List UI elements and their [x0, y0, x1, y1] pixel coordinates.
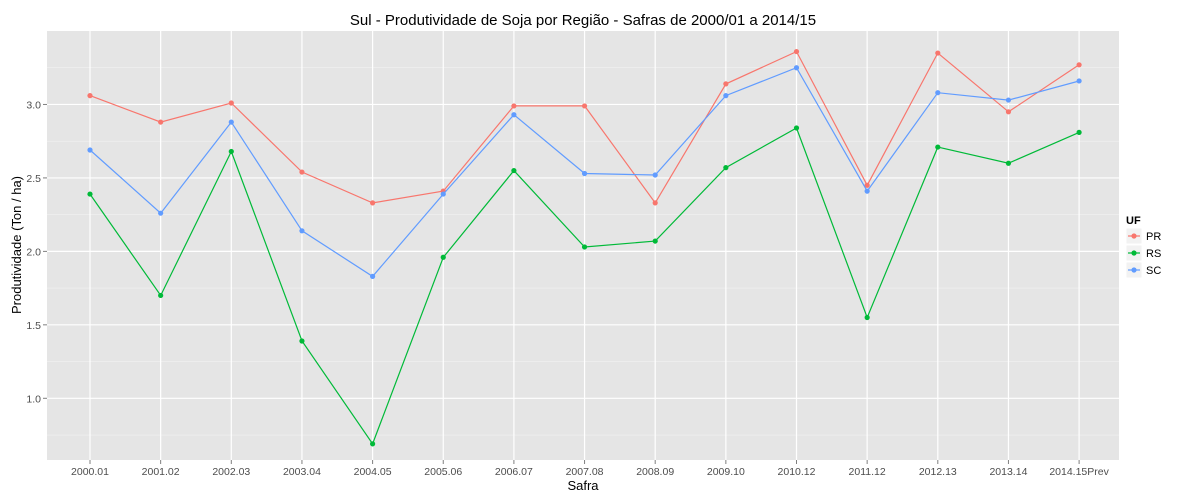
y-axis-title: Produtividade (Ton / ha) — [9, 176, 24, 314]
legend-key-point — [1131, 250, 1137, 256]
data-point-pr — [793, 48, 800, 55]
x-tick-label: 2010.12 — [778, 466, 816, 478]
data-point-sc — [158, 210, 164, 216]
minor-grid — [47, 67, 1119, 436]
x-tick-label: 2009.10 — [707, 466, 745, 478]
x-tick-label: 2008.09 — [636, 466, 674, 478]
data-point-sc — [299, 228, 305, 234]
x-tick-label: 2000.01 — [71, 466, 109, 478]
legend-label-sc: SC — [1146, 265, 1161, 277]
data-point-pr — [87, 93, 93, 99]
data-point-sc — [87, 147, 93, 153]
x-tick-label: 2006.07 — [495, 466, 533, 478]
data-point-sc — [723, 93, 729, 99]
legend-label-rs: RS — [1146, 248, 1161, 260]
x-tick-label: 2013.14 — [989, 466, 1027, 478]
x-tick-label: 2002.03 — [212, 466, 250, 478]
data-point-sc — [581, 170, 588, 177]
data-point-rs — [864, 314, 870, 321]
x-tick-label: 2007.08 — [566, 466, 604, 478]
data-point-rs — [440, 254, 446, 260]
data-point-rs — [935, 144, 941, 150]
y-tick-label: 2.0 — [26, 246, 41, 258]
data-point-rs — [299, 338, 305, 344]
x-tick-label: 2012.13 — [919, 466, 957, 478]
data-point-rs — [1005, 160, 1012, 166]
data-point-pr — [370, 200, 376, 206]
data-point-sc — [370, 273, 376, 279]
data-point-pr — [864, 182, 870, 188]
data-point-pr — [652, 200, 658, 206]
data-point-sc — [1005, 97, 1012, 103]
data-point-sc — [652, 172, 658, 178]
series-layer — [87, 48, 1082, 447]
data-point-pr — [1076, 62, 1082, 68]
y-axis: 1.0 1.5 2.0 2.5 3.0 — [26, 99, 47, 405]
data-point-rs — [370, 441, 376, 447]
legend-key-point — [1131, 267, 1137, 273]
data-point-sc — [1076, 78, 1082, 84]
x-tick-label: 2004.05 — [354, 466, 392, 478]
data-point-pr — [158, 119, 164, 125]
x-axis: 2000.01 2001.02 2002.03 2003.04 2004.05 2005.… — [71, 460, 1110, 478]
data-point-pr — [1005, 109, 1012, 115]
data-point-pr — [581, 103, 588, 109]
data-point-pr — [299, 169, 305, 175]
data-point-sc — [228, 119, 234, 125]
y-tick-label: 1.5 — [26, 320, 41, 332]
data-point-rs — [581, 244, 588, 250]
data-point-rs — [652, 238, 658, 244]
data-point-sc — [440, 191, 446, 197]
data-point-sc — [793, 65, 800, 71]
legend-key-point — [1131, 233, 1137, 239]
data-point-rs — [1076, 129, 1082, 135]
x-axis-title: Safra — [567, 478, 599, 493]
chart-title: Sul - Produtividade de Soja por Região -… — [350, 12, 816, 29]
x-tick-label: 2011.12 — [849, 466, 886, 478]
x-tick-label: 2014.15Prev — [1049, 466, 1109, 478]
data-point-pr — [723, 81, 729, 87]
y-tick-label: 2.5 — [26, 173, 41, 185]
data-point-pr — [935, 50, 941, 56]
data-point-sc — [864, 188, 870, 194]
data-point-rs — [723, 165, 729, 171]
data-point-pr — [228, 100, 234, 106]
y-tick-label: 3.0 — [26, 99, 41, 111]
x-tick-label: 2005.06 — [424, 466, 462, 478]
x-tick-label: 2003.04 — [283, 466, 321, 478]
data-point-rs — [87, 191, 93, 197]
legend-label-pr: PR — [1146, 231, 1161, 243]
data-point-sc — [935, 90, 941, 96]
x-tick-label: 2001.02 — [142, 466, 180, 478]
legend-title: UF — [1126, 215, 1141, 227]
legend: UF PR RS SC — [1125, 215, 1161, 279]
data-point-sc — [511, 112, 517, 118]
data-point-rs — [511, 167, 517, 174]
data-point-rs — [228, 148, 234, 155]
data-point-pr — [511, 103, 517, 109]
data-point-rs — [793, 125, 800, 131]
y-tick-label: 1.0 — [26, 393, 41, 405]
data-point-rs — [158, 292, 164, 299]
